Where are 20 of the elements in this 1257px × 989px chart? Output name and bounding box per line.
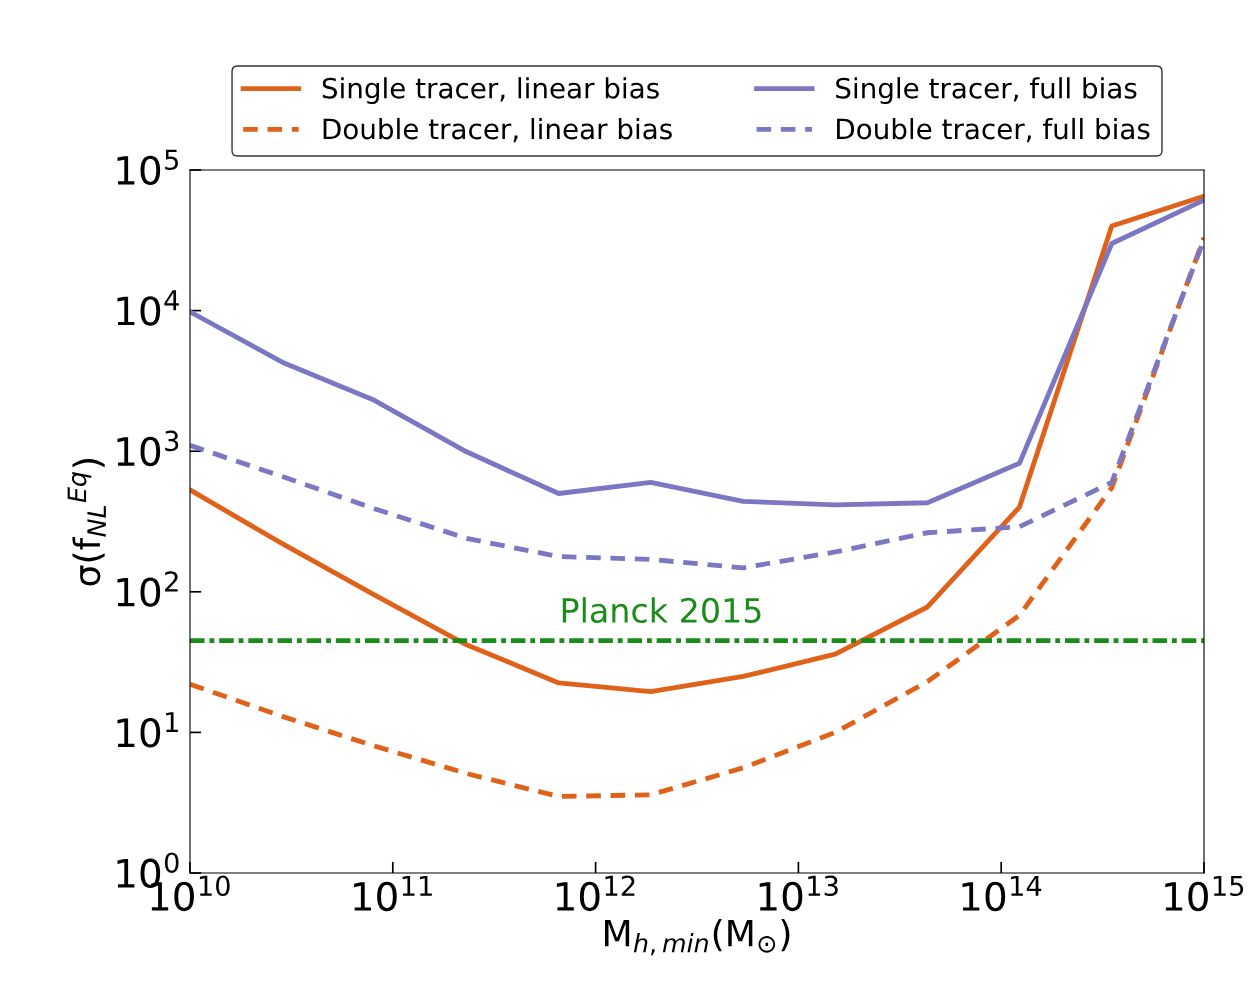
y-tick-label: 10$^{2}$ [117, 571, 178, 607]
x-tick-label: 10$^{12}$ [556, 875, 635, 912]
line-series [190, 193, 1204, 695]
line-series [190, 197, 1204, 508]
line-series [190, 235, 1204, 799]
legend-label: Single tracer, linear bias [322, 77, 659, 105]
x-tick-label: 10$^{15}$ [1165, 875, 1244, 912]
x-tick-label: 10$^{14}$ [962, 875, 1042, 912]
legend-label: Double tracer, full bias [837, 117, 1150, 143]
y-tick-label: 10$^{1}$ [117, 712, 178, 748]
x-axis-title: M$_{h,min}$(M$_{⊙}$) [605, 918, 790, 956]
legend-label: Single tracer, full bias [836, 77, 1137, 105]
y-tick-label: 10$^{4}$ [117, 290, 179, 326]
x-tick-label: 10$^{11}$ [354, 875, 432, 912]
y-tick-label: 10$^{3}$ [117, 430, 179, 467]
legend-label: Double tracer, linear bias [323, 117, 672, 143]
y-axis-title: σ(f$_{NL}$$^{Eq}$) [67, 459, 106, 586]
ref-line-label: Planck 2015 [562, 597, 761, 623]
y-tick-label: 10$^{5}$ [117, 149, 179, 186]
x-tick-label: 10$^{13}$ [759, 875, 838, 912]
